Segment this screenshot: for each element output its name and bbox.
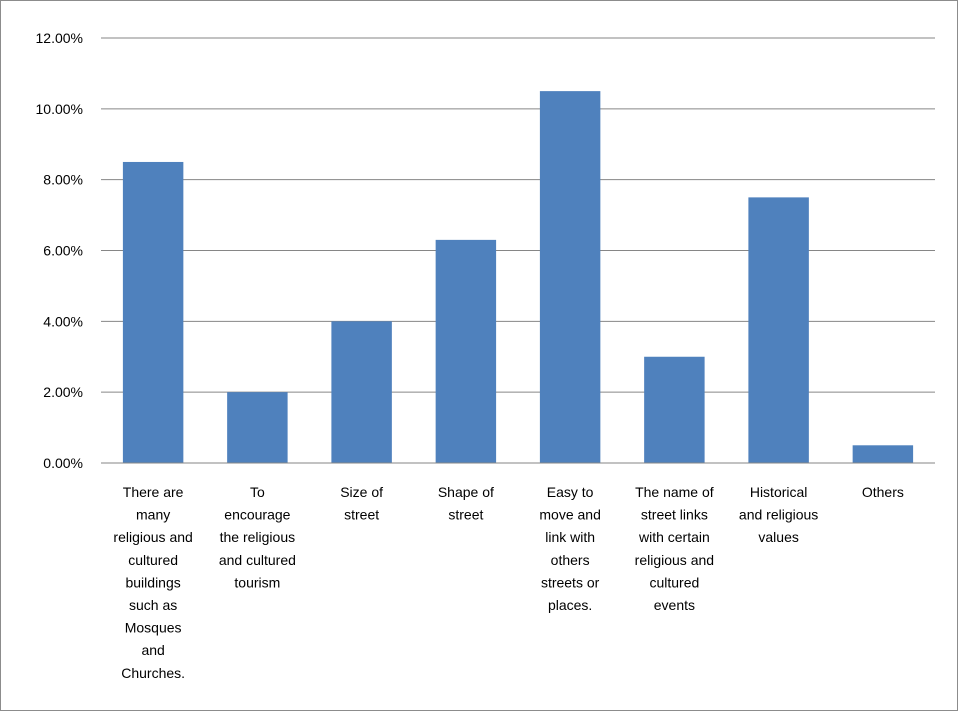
x-tick-label: Shape of street — [438, 484, 494, 523]
x-tick-label-line: religious and — [113, 529, 192, 545]
x-tick-label-line: events — [654, 597, 695, 613]
y-tick-label: 6.00% — [43, 243, 83, 259]
y-tick-label: 2.00% — [43, 384, 83, 400]
x-tick-label-line: buildings — [125, 574, 180, 590]
x-tick-label-line: Others — [862, 484, 904, 500]
bar — [644, 356, 705, 463]
x-tick-label: Easy to move and link with others streets or… — [539, 484, 600, 613]
x-tick-label-line: encourage — [224, 507, 290, 523]
x-tick-label-line: cultured — [649, 574, 699, 590]
x-tick-label-line: values — [758, 529, 798, 545]
x-tick-label-line: such as — [129, 597, 177, 613]
x-tick-label-line: streets or — [541, 574, 600, 590]
bar — [539, 91, 601, 463]
x-tick-label-line: Churches. — [121, 665, 185, 681]
y-tick-label: 0.00% — [43, 455, 83, 471]
x-tick-label-line: link with — [545, 529, 595, 545]
x-tick-label-line: the religious — [220, 529, 296, 545]
gridlines — [101, 37, 935, 393]
x-tick-label-line: move and — [539, 507, 600, 523]
bar — [122, 161, 184, 464]
x-tick-label-line: many — [136, 507, 170, 523]
x-tick-label: There are many religious and cultured buildi… — [113, 484, 192, 681]
x-tick-label-line: and cultured — [219, 552, 296, 568]
x-tick-label-line: street — [448, 507, 483, 523]
x-tick-label-line: Shape of — [438, 484, 494, 500]
x-tick-label: Size of street — [340, 484, 383, 523]
bar — [331, 321, 392, 463]
x-tick-label-line: with certain — [638, 529, 710, 545]
y-tick-label: 12.00% — [36, 30, 83, 46]
x-tick-label: The name of street links with certain relig… — [635, 484, 714, 613]
bar — [227, 392, 288, 463]
y-tick-label: 8.00% — [43, 172, 83, 188]
bar — [852, 445, 914, 463]
x-tick-label-line: and religious — [739, 507, 818, 523]
x-tick-label: To encourage the religious and cultured tour… — [219, 484, 296, 590]
bars — [122, 91, 914, 464]
x-tick-label-line: street — [344, 507, 379, 523]
x-tick-label-line: street links — [641, 507, 708, 523]
x-tick-label-line: cultured — [128, 552, 178, 568]
x-tick-label-line: Easy to — [547, 484, 594, 500]
y-tick-label: 4.00% — [43, 313, 83, 329]
x-tick-label-line: To — [250, 484, 265, 500]
x-tick-label-line: and — [141, 642, 164, 658]
x-tick-label-line: Mosques — [125, 620, 182, 636]
x-tick-label: Others — [862, 484, 904, 500]
x-axis-tick-labels: There are many religious and cultured buildi… — [113, 484, 903, 681]
x-tick-label-line: The name of — [635, 484, 714, 500]
x-tick-label-line: There are — [123, 484, 184, 500]
y-tick-label: 10.00% — [36, 101, 83, 117]
x-tick-label-line: others — [551, 552, 590, 568]
x-tick-label-line: Size of — [340, 484, 383, 500]
bar — [748, 197, 809, 463]
x-tick-label-line: places. — [548, 597, 592, 613]
x-tick-label-line: religious and — [635, 552, 714, 568]
x-tick-label-line: Historical — [750, 484, 808, 500]
x-tick-label: Historical and religious values — [739, 484, 818, 545]
bar — [435, 239, 497, 463]
x-tick-label-line: tourism — [234, 574, 280, 590]
y-axis-tick-labels: 0.00% 2.00% 4.00% 6.00% 8.00% 10.00% 12.00% — [36, 30, 83, 471]
